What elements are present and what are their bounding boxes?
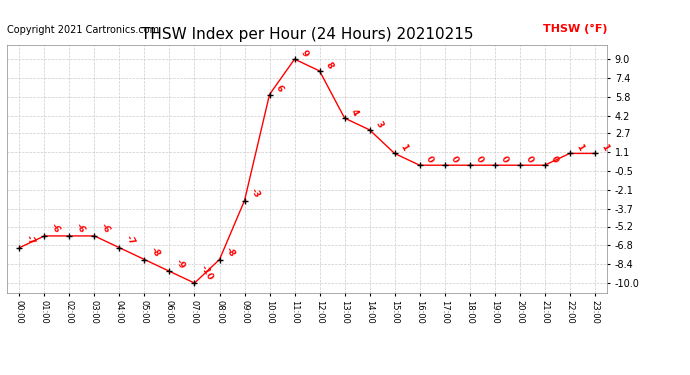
- Text: 0: 0: [524, 154, 535, 164]
- Text: 1: 1: [399, 143, 410, 153]
- Title: THSW Index per Hour (24 Hours) 20210215: THSW Index per Hour (24 Hours) 20210215: [141, 27, 473, 42]
- Text: -6: -6: [99, 222, 111, 235]
- Text: 0: 0: [424, 154, 435, 164]
- Text: -10: -10: [199, 264, 215, 282]
- Text: 4: 4: [348, 107, 359, 117]
- Text: 1: 1: [599, 143, 610, 153]
- Text: 0: 0: [499, 154, 510, 164]
- Text: THSW (°F): THSW (°F): [543, 24, 607, 34]
- Text: -6: -6: [48, 222, 61, 235]
- Text: Copyright 2021 Cartronics.com: Copyright 2021 Cartronics.com: [7, 25, 159, 35]
- Text: -7: -7: [23, 234, 37, 247]
- Text: -7: -7: [124, 234, 137, 247]
- Text: 0: 0: [448, 154, 460, 164]
- Text: -8: -8: [224, 246, 237, 259]
- Text: 0: 0: [474, 154, 484, 164]
- Text: -6: -6: [74, 222, 86, 235]
- Text: 9: 9: [299, 48, 310, 58]
- Text: 6: 6: [274, 84, 284, 94]
- Text: -8: -8: [148, 246, 161, 259]
- Text: 3: 3: [374, 119, 384, 129]
- Text: 1: 1: [574, 143, 584, 153]
- Text: 0: 0: [549, 154, 560, 164]
- Text: -9: -9: [174, 257, 186, 270]
- Text: -3: -3: [248, 187, 262, 200]
- Text: 8: 8: [324, 60, 335, 70]
